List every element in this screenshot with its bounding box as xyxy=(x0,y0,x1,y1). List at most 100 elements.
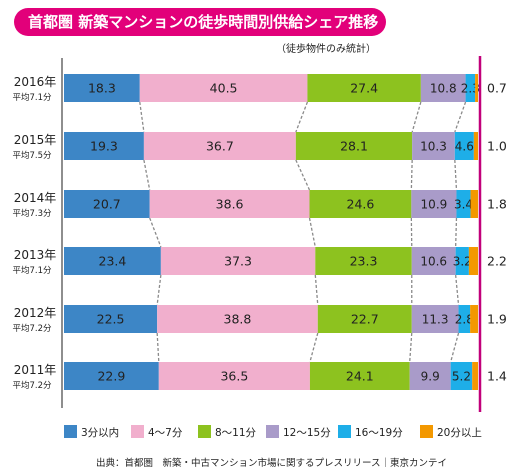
legend-swatch xyxy=(131,425,144,438)
data-label: 24.1 xyxy=(346,369,374,384)
data-label: 4.6 xyxy=(455,140,474,154)
connector-line xyxy=(309,332,319,363)
data-label: 10.6 xyxy=(420,255,447,269)
bar-segment-3 xyxy=(317,305,412,333)
data-label: 9.9 xyxy=(421,370,440,384)
connector-line xyxy=(295,101,309,133)
year-label: 2011年 xyxy=(14,363,57,377)
legend-label: 12〜15分 xyxy=(283,427,331,439)
legend-label: 3分以内 xyxy=(81,426,119,439)
data-label: 23.3 xyxy=(350,254,378,269)
bar-segment-3 xyxy=(309,362,410,390)
year-label: 2013年 xyxy=(14,248,57,262)
data-label: 22.5 xyxy=(97,312,125,327)
data-label: 36.7 xyxy=(206,139,234,154)
connector-line xyxy=(454,101,467,133)
data-label-outside: 1.9 xyxy=(487,312,507,327)
bar-segment-1 xyxy=(64,247,161,275)
bar-segment-4 xyxy=(420,74,466,102)
connector-line xyxy=(156,332,160,363)
legend-label: 20分以上 xyxy=(437,427,482,439)
bar-segment-6 xyxy=(475,74,478,102)
bar-segment-2 xyxy=(158,362,310,390)
bar-segment-4 xyxy=(411,190,457,218)
average-label: 平均7.5分 xyxy=(12,150,52,161)
data-label: 37.3 xyxy=(224,254,252,269)
connector-line xyxy=(450,332,460,363)
bar-segment-6 xyxy=(472,362,478,390)
connector-line xyxy=(308,217,316,248)
year-label: 2015年 xyxy=(14,133,57,147)
average-label: 平均7.3分 xyxy=(12,208,52,219)
data-label: 24.6 xyxy=(347,197,375,212)
connector-line xyxy=(139,101,145,133)
bar-segment-5 xyxy=(465,74,476,102)
bar-segment-1 xyxy=(64,190,150,218)
connector-line xyxy=(454,217,458,248)
legend-label: 16〜19分 xyxy=(355,427,403,439)
connector-line xyxy=(149,217,162,248)
legend-swatch xyxy=(266,425,279,438)
bar-segment-1 xyxy=(64,305,158,333)
bar-segment-5 xyxy=(455,247,469,275)
bar-segment-3 xyxy=(315,247,412,275)
bar-segment-6 xyxy=(470,305,478,333)
connector-line xyxy=(295,159,311,191)
bar-segment-2 xyxy=(160,247,316,275)
bar-segment-5 xyxy=(456,190,471,218)
bar-segment-2 xyxy=(143,132,296,160)
chart-title: 首都圏 新築マンションの徒歩時間別供給シェア推移 xyxy=(14,8,386,36)
year-label: 2014年 xyxy=(14,191,57,205)
data-label: 3.2 xyxy=(453,255,472,269)
bar-segment-6 xyxy=(473,132,478,160)
data-label: 27.4 xyxy=(350,81,378,96)
source-note: 出典：首都圏 新築・中古マンション市場に関するプレスリリース｜東京カンテイ xyxy=(96,458,448,469)
bar-segment-2 xyxy=(139,74,308,102)
data-label: 36.5 xyxy=(220,369,248,384)
data-label: 10.8 xyxy=(430,82,457,96)
bar-segment-2 xyxy=(149,190,310,218)
year-label: 2016年 xyxy=(14,75,57,89)
bar-segment-4 xyxy=(411,305,459,333)
bar-segment-5 xyxy=(454,132,474,160)
bar-segment-1 xyxy=(64,362,159,390)
legend-swatch xyxy=(338,425,351,438)
data-label: 20.7 xyxy=(93,197,121,212)
data-label: 3.4 xyxy=(454,198,473,212)
data-label-outside: 0.7 xyxy=(487,81,507,96)
bar-segment-3 xyxy=(295,132,413,160)
bar-segment-1 xyxy=(64,132,144,160)
connector-line xyxy=(411,101,422,133)
data-label-outside: 1.4 xyxy=(487,369,507,384)
connector-line xyxy=(143,159,151,191)
data-label: 19.3 xyxy=(90,139,118,154)
average-label: 平均7.2分 xyxy=(12,380,52,391)
data-label-outside: 2.2 xyxy=(487,254,507,269)
bar-segment-5 xyxy=(450,362,473,390)
legend-label: 8〜11分 xyxy=(215,427,257,439)
connector-line xyxy=(410,159,413,191)
bar-segment-5 xyxy=(458,305,471,333)
data-label-outside: 1.0 xyxy=(487,139,507,154)
data-label: 11.3 xyxy=(422,313,449,327)
legend-label: 4〜7分 xyxy=(148,427,183,439)
average-label: 平均7.2分 xyxy=(12,323,52,334)
connector-line xyxy=(409,332,413,363)
connector-line xyxy=(454,274,460,306)
data-label: 5.2 xyxy=(452,370,471,384)
data-label-outside: 1.8 xyxy=(487,197,507,212)
data-label: 28.1 xyxy=(340,139,368,154)
data-label: 23.4 xyxy=(99,254,127,269)
legend-swatch xyxy=(420,425,433,438)
data-label: 18.3 xyxy=(88,81,116,96)
average-label: 平均7.1分 xyxy=(12,265,52,276)
data-label: 38.6 xyxy=(216,197,244,212)
data-label: 22.7 xyxy=(351,312,379,327)
connector-line xyxy=(314,274,319,306)
data-label: 10.9 xyxy=(421,198,448,212)
legend-swatch xyxy=(198,425,211,438)
bar-segment-3 xyxy=(307,74,421,102)
bar-segment-4 xyxy=(409,362,451,390)
legend-swatch xyxy=(64,425,77,438)
